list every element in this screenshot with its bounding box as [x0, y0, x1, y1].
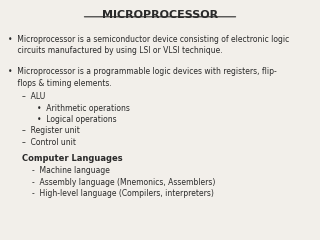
Text: -  Machine language: - Machine language [32, 166, 110, 175]
Text: MICROPROCESSOR: MICROPROCESSOR [102, 10, 218, 20]
Text: •  Logical operations: • Logical operations [37, 115, 116, 124]
Text: –  Register unit: – Register unit [22, 126, 80, 135]
Text: –  ALU: – ALU [22, 92, 45, 101]
Text: -  Assembly language (Mnemonics, Assemblers): - Assembly language (Mnemonics, Assemble… [32, 178, 215, 187]
Text: –  Control unit: – Control unit [22, 138, 76, 147]
Text: •  Microprocessor is a semiconductor device consisting of electronic logic
    c: • Microprocessor is a semiconductor devi… [8, 35, 289, 55]
Text: -  High-level language (Compilers, interpreters): - High-level language (Compilers, interp… [32, 189, 214, 198]
Text: •  Microprocessor is a programmable logic devices with registers, flip-
    flop: • Microprocessor is a programmable logic… [8, 67, 277, 88]
Text: Computer Languages: Computer Languages [22, 154, 122, 163]
Text: •  Arithmetic operations: • Arithmetic operations [37, 104, 130, 113]
